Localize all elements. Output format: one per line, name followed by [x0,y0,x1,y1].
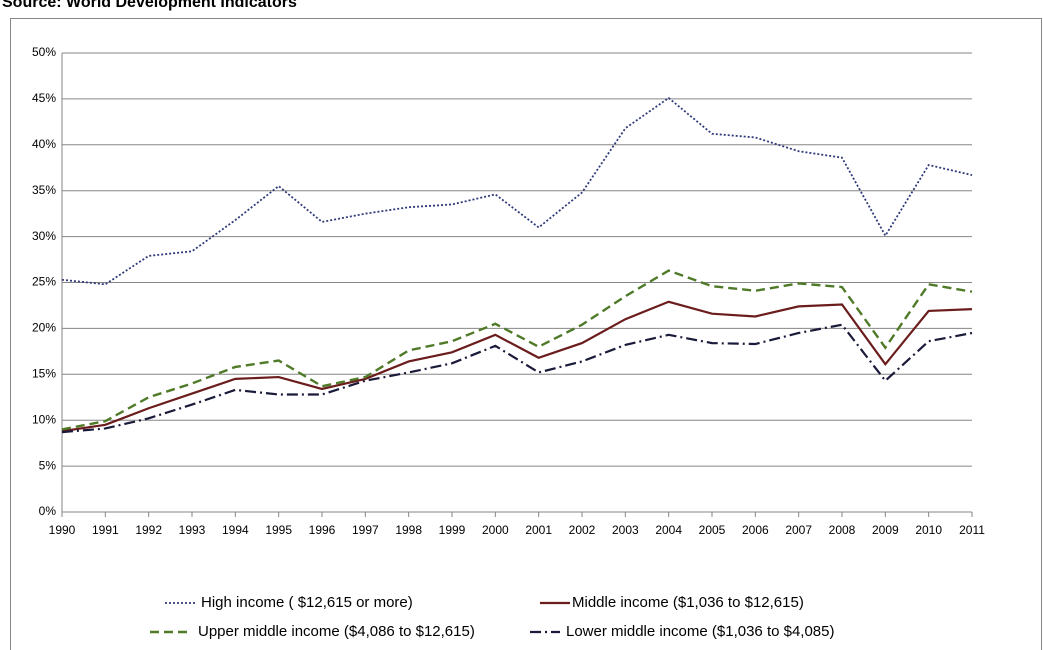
x-tick-label: 1991 [92,523,119,537]
y-tick-label: 25% [32,275,56,289]
x-tick-label: 2008 [829,523,856,537]
x-tick-label: 2001 [525,523,552,537]
x-tick-label: 2007 [785,523,812,537]
x-tick-label: 1993 [179,523,206,537]
legend-label: Lower middle income ($1,036 to $4,085) [566,623,835,640]
x-tick-label: 2000 [482,523,509,537]
y-tick-label: 40% [32,137,56,151]
y-tick-label: 35% [32,183,56,197]
y-tick-label: 20% [32,321,56,335]
series-line [61,96,973,286]
x-tick-label: 2006 [742,523,769,537]
y-tick-label: 30% [32,229,56,243]
y-tick-label: 5% [39,458,57,472]
legend-label: Upper middle income ($4,086 to $12,615) [198,623,475,640]
x-tick-label: 2011 [959,523,985,537]
x-tick-label: 1992 [135,523,162,537]
x-tick-label: 1997 [352,523,379,537]
x-tick-label: 2004 [655,523,682,537]
x-tick-label: 1999 [439,523,466,537]
x-tick-label: 1995 [265,523,292,537]
x-tick-label: 1998 [395,523,422,537]
x-tick-label: 2005 [699,523,726,537]
series-line [61,269,973,431]
x-tick-label: 1996 [309,523,336,537]
chart-title: Source: World Development Indicators [2,0,297,11]
x-tick-label: 2003 [612,523,639,537]
x-tick-label: 2009 [872,523,899,537]
x-tick-label: 2010 [915,523,942,537]
series-line [61,323,973,434]
x-tick-label: 2002 [569,523,596,537]
y-tick-label: 15% [32,366,56,380]
x-tick-label: 1990 [49,523,76,537]
y-tick-label: 50% [32,45,56,59]
y-tick-label: 45% [32,91,56,105]
x-tick-label: 1994 [222,523,249,537]
legend-label: Middle income ($1,036 to $12,615) [572,594,804,611]
y-tick-label: 0% [39,504,57,518]
chart-frame [10,18,1042,650]
y-tick-label: 10% [32,412,56,426]
series-line [61,300,973,433]
legend-label: High income ( $12,615 or more) [201,594,413,611]
